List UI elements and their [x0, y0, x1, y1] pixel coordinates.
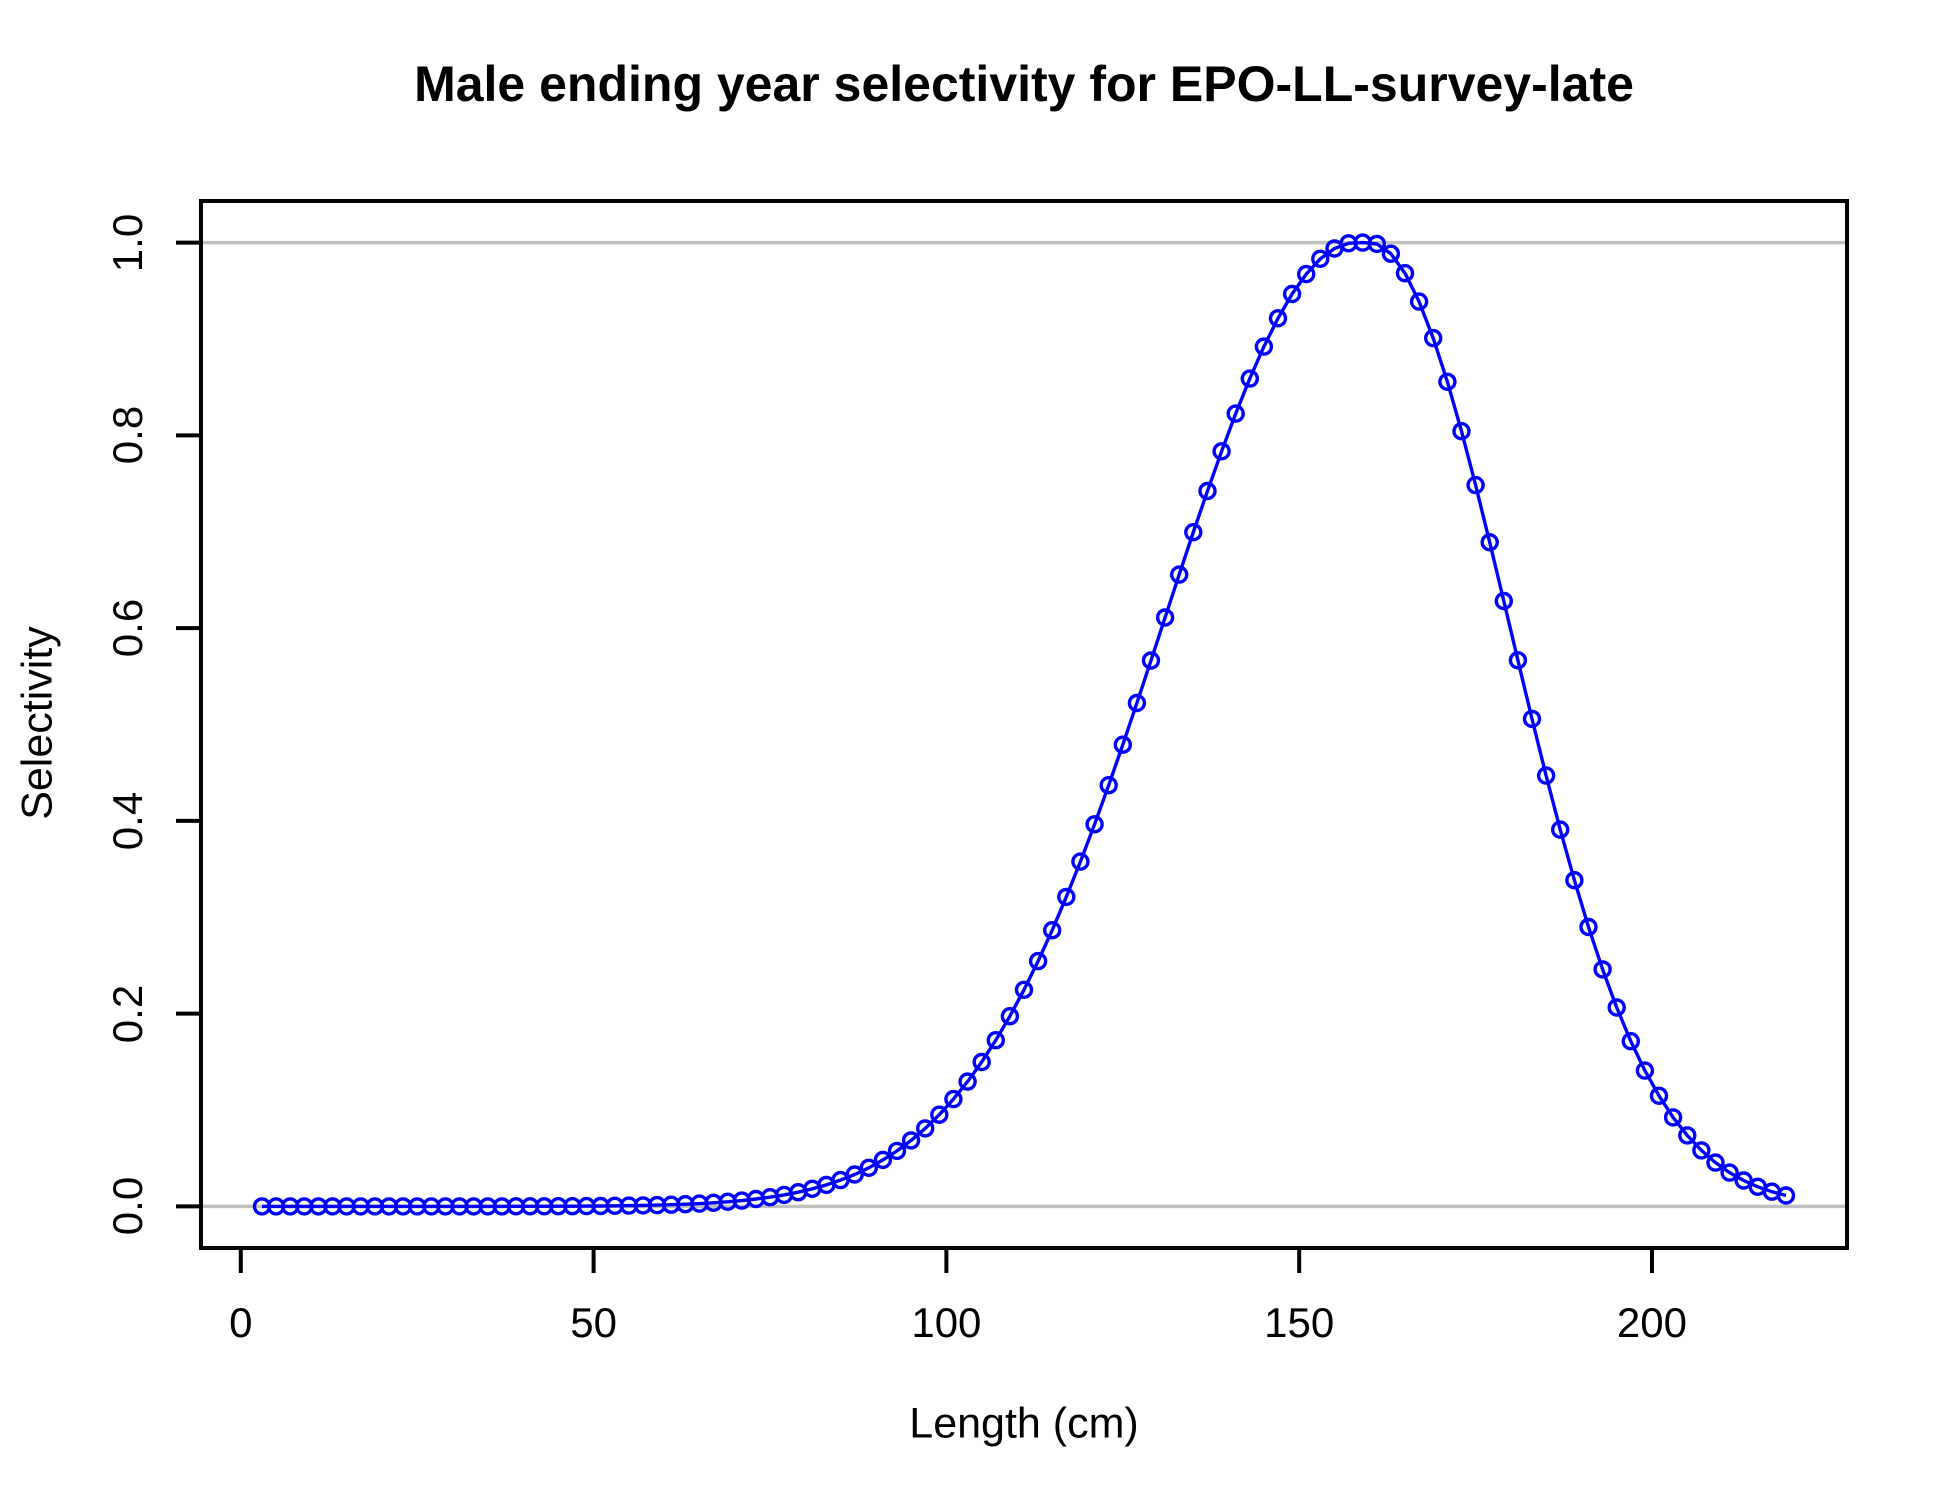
- x-tick-label: 0: [229, 1299, 253, 1346]
- data-point-marker: [1254, 337, 1274, 356]
- data-point-marker: [1367, 234, 1387, 254]
- data-point-marker: [958, 1072, 977, 1091]
- gridline-layer: [201, 240, 1847, 1209]
- data-point-marker: [1381, 244, 1401, 263]
- y-tick-label: 1.0: [104, 213, 151, 272]
- data-point-marker: [1155, 608, 1175, 627]
- data-point-marker: [1226, 404, 1245, 423]
- data-point-marker: [1042, 921, 1062, 940]
- data-point-marker: [916, 1119, 935, 1138]
- data-point-marker: [1184, 523, 1203, 542]
- data-point-marker: [873, 1150, 893, 1170]
- data-point-marker: [1635, 1061, 1655, 1080]
- data-point-marker: [1776, 1186, 1796, 1205]
- data-point-marker: [1071, 852, 1090, 871]
- data-point-marker: [901, 1131, 921, 1150]
- x-tick-label: 50: [570, 1299, 617, 1346]
- x-tick-label: 150: [1264, 1299, 1335, 1346]
- data-point-marker: [930, 1105, 949, 1124]
- data-point-marker: [1099, 776, 1118, 795]
- series-line: [262, 240, 1787, 1209]
- data-point-marker: [1508, 651, 1528, 670]
- data-point-marker: [972, 1052, 991, 1072]
- x-tick-label: 200: [1616, 1299, 1688, 1346]
- data-point-marker: [859, 1158, 878, 1178]
- axis-frame-layer: [176, 199, 1849, 1273]
- chart-title: Male ending year selectivity for EPO-LL-…: [414, 56, 1634, 112]
- x-axis-title: Length (cm): [909, 1399, 1139, 1448]
- data-point-marker: [1649, 1086, 1669, 1106]
- data-point-marker: [1311, 249, 1330, 268]
- data-point-marker: [944, 1089, 963, 1109]
- data-point-marker: [1565, 871, 1584, 890]
- data-point-marker: [1550, 820, 1570, 839]
- data-point-marker: [1127, 693, 1147, 713]
- data-point-marker: [1593, 960, 1612, 979]
- data-point-marker: [1028, 951, 1048, 971]
- data-point-marker: [1579, 917, 1598, 937]
- data-point-marker: [1480, 533, 1499, 552]
- data-point-marker: [845, 1165, 864, 1184]
- data-point-marker: [1169, 565, 1189, 584]
- data-point-marker: [1536, 766, 1556, 785]
- data-point-marker: [1452, 422, 1471, 441]
- data-point-marker: [1621, 1031, 1641, 1051]
- plot-border: [199, 199, 1849, 1250]
- data-point-marker: [1678, 1126, 1697, 1145]
- data-point-marker: [1198, 481, 1217, 501]
- data-point-marker: [1466, 475, 1485, 495]
- data-point-marker: [1296, 264, 1316, 284]
- data-point-marker: [986, 1030, 1005, 1050]
- data-point-marker: [1607, 998, 1626, 1017]
- y-tick-label: 0.8: [104, 406, 151, 465]
- y-tick-label: 0.0: [104, 1177, 151, 1236]
- y-tick-label: 0.2: [104, 984, 151, 1043]
- data-point-marker: [1057, 887, 1076, 907]
- data-point-marker: [1706, 1153, 1725, 1172]
- x-tick-label: 100: [911, 1299, 982, 1346]
- data-point-marker: [1085, 815, 1104, 834]
- data-point-marker: [1395, 264, 1415, 283]
- y-tick-label: 0.6: [104, 598, 151, 658]
- data-point-marker: [1212, 442, 1231, 461]
- data-series-layer: [252, 233, 1796, 1216]
- data-point-marker: [1141, 651, 1161, 670]
- data-point-marker: [1438, 372, 1457, 391]
- data-point-marker: [1409, 292, 1429, 311]
- data-point-marker: [1720, 1163, 1739, 1182]
- data-point-marker: [887, 1141, 907, 1161]
- data-point-marker: [1663, 1108, 1683, 1127]
- y-tick-label: 0.4: [104, 791, 151, 851]
- data-point-marker: [1268, 309, 1288, 328]
- data-point-marker: [1240, 369, 1260, 388]
- data-point-marker: [1494, 591, 1514, 611]
- data-point-marker: [1282, 284, 1302, 304]
- data-point-marker: [1014, 980, 1034, 999]
- data-point-marker: [1692, 1141, 1711, 1160]
- data-point-marker: [1522, 709, 1542, 729]
- data-point-marker: [1113, 735, 1133, 754]
- y-axis-title: Selectivity: [13, 626, 62, 820]
- data-point-marker: [1000, 1007, 1020, 1026]
- data-point-marker: [1423, 328, 1443, 348]
